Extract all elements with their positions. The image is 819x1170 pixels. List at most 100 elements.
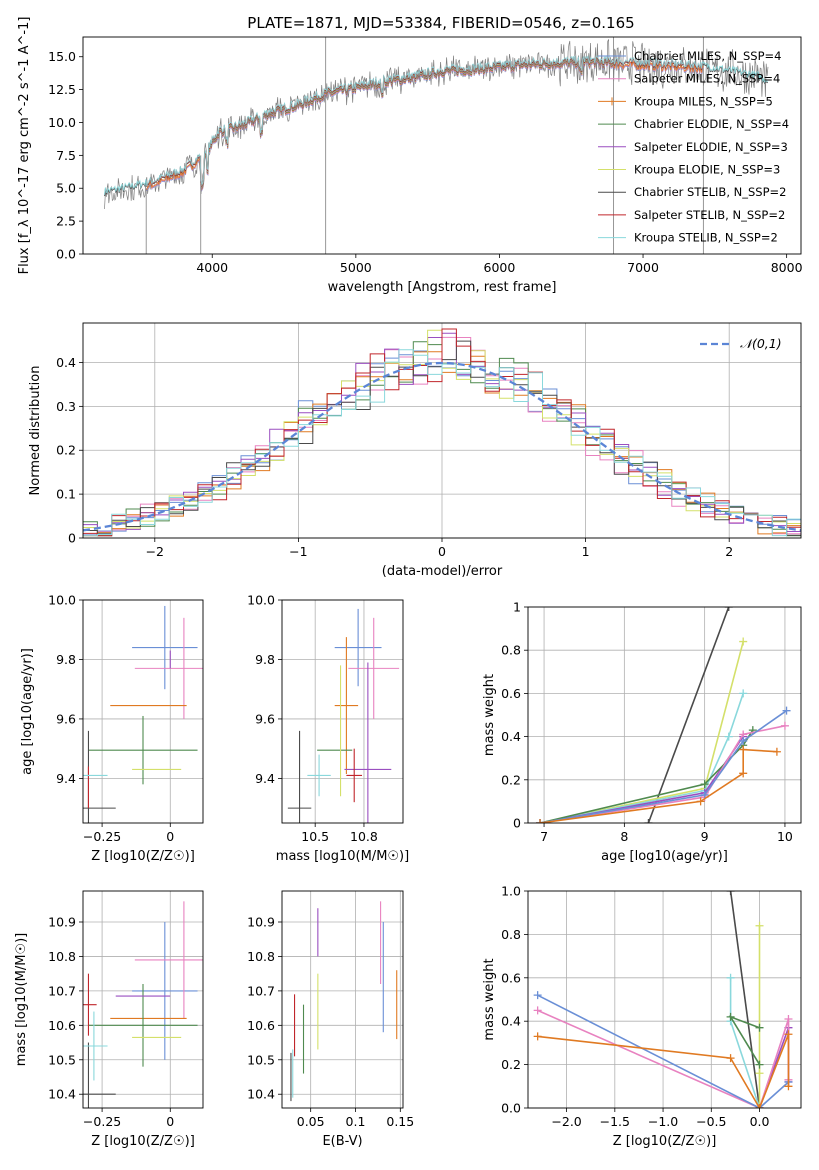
histogram-KroupaSTELIB — [83, 349, 801, 538]
plus-marker — [696, 797, 705, 806]
y-tick-label: 9.6 — [255, 711, 275, 726]
plot-area — [104, 37, 769, 254]
legend-label: Kroupa STELIB, N_SSP=2 — [634, 231, 778, 245]
y-tick-label: 0.3 — [56, 399, 76, 414]
plots-layer: 4000 5000 6000 7000 80000.02.55.07.510.012.5… — [14, 17, 803, 1149]
axes-mass_vs_EBV: 0.05 0.1 0.15 10.4 10.5 10.6 10.7 10.8 10.9 E(B-V… — [247, 890, 414, 1149]
errorbar-KroupaSTELIB — [307, 754, 331, 797]
axes-weight_vs_age: 7 8 9 10 0 0.2 0.4 0.6 0.8 1 age [log10(age/yr)] ma… — [482, 600, 802, 864]
x-tick-label: 0 — [166, 829, 174, 844]
x-axis-label: Z [log10(Z/Z☉)] — [613, 1134, 717, 1149]
plus-marker — [755, 1023, 764, 1032]
y-tick-label: 15.0 — [48, 49, 76, 64]
y-tick-label: 7.5 — [56, 148, 76, 163]
y-tick-label: 10.8 — [247, 949, 275, 964]
x-tick-label: −2 — [146, 544, 164, 559]
legend-label: Salpeter ELODIE, N_SSP=3 — [634, 140, 788, 154]
model-line-KroupaSTELIB — [104, 54, 769, 195]
legend-label: Chabrier STELIB, N_SSP=2 — [634, 185, 786, 199]
plot-area — [536, 607, 791, 823]
y-tick-label: 9.6 — [56, 711, 76, 726]
axes-spectrum: 4000 5000 6000 7000 8000 0.0 2.5 5.0 7.5 10.0 12.5… — [17, 17, 803, 295]
x-tick-label: 8000 — [771, 260, 803, 275]
y-tick-label: 10.4 — [247, 1087, 275, 1102]
y-tick-label: 2.5 — [56, 214, 76, 229]
x-tick-label: 0.15 — [386, 1114, 414, 1129]
axes-weight_vs_Z: −2.0 −1.5 −1.0 −0.5 0.0 0.0 0.2 0.4 0.6 0.8 1.0 Z [… — [482, 884, 802, 1149]
series-ChabrierELODIE — [726, 1012, 764, 1069]
plus-marker — [780, 721, 789, 730]
legend-label: Kroupa ELODIE, N_SSP=3 — [634, 163, 780, 177]
histogram-SalpeterSTELIB — [83, 328, 801, 538]
axes-frame — [527, 606, 802, 824]
x-tick-label: 0.05 — [297, 1114, 325, 1129]
plus-marker — [772, 747, 781, 756]
series-line — [539, 693, 744, 823]
y-axis-label: mass weight — [482, 674, 497, 756]
y-axis-label: Flux [f_λ 10^-17 erg cm^-2 s^-1 A^-1] — [17, 17, 32, 275]
plus-marker — [782, 706, 791, 715]
plot-area — [83, 328, 801, 538]
x-tick-label: 0 — [166, 1114, 174, 1129]
y-tick-label: 0.2 — [501, 1057, 521, 1072]
y-axis-label: age [log10(age/yr)] — [20, 648, 35, 775]
plus-marker — [739, 745, 748, 754]
x-tick-label: 2 — [725, 544, 733, 559]
series-KroupaMILES — [536, 745, 781, 823]
y-tick-label: 10.5 — [48, 1052, 76, 1067]
y-tick-label: 10.8 — [48, 949, 76, 964]
x-tick-label: 7 — [540, 829, 548, 844]
errorbar-ChabrierSTELIB — [83, 1042, 116, 1108]
plus-marker — [739, 689, 748, 698]
x-tick-label: −1.5 — [600, 1114, 630, 1129]
series-line — [539, 710, 787, 823]
y-tick-label: 0.6 — [501, 686, 521, 701]
y-tick-label: 0.1 — [56, 487, 76, 502]
errorbar-SalpeterSTELIB — [346, 748, 363, 803]
plus-marker — [755, 921, 764, 930]
errorbar-KroupaMILES — [334, 637, 359, 774]
plus-marker — [724, 732, 733, 741]
plot-area — [287, 608, 400, 823]
plot-area — [83, 605, 203, 823]
y-tick-label: 12.5 — [48, 82, 76, 97]
plus-marker — [533, 1006, 542, 1015]
y-tick-label: 10.0 — [48, 593, 76, 608]
axes-frame — [281, 890, 404, 1109]
y-tick-label: 10.9 — [48, 915, 76, 930]
x-axis-label: E(B-V) — [322, 1134, 362, 1149]
errorbar-SalpeterSTELIB — [83, 973, 97, 1036]
y-tick-label: 0.4 — [501, 1014, 521, 1029]
x-tick-label: 10 — [777, 829, 793, 844]
y-tick-label: 9.4 — [255, 771, 275, 786]
axes-mass_vs_Z: −0.25 0 10.4 10.5 10.6 10.7 10.8 10.9 Z [log10(Z… — [14, 890, 204, 1149]
axes-frame — [82, 36, 802, 255]
plus-marker — [784, 1030, 793, 1039]
legend: 𝒩(0,1) — [700, 336, 782, 351]
plus-marker — [784, 1015, 793, 1024]
plot-area — [83, 901, 203, 1108]
x-tick-label: 0 — [438, 544, 446, 559]
errorbar-SalpeterELODIE — [344, 662, 392, 823]
y-tick-label: 10.7 — [247, 983, 275, 998]
axes-age_vs_Z: −0.25 0 9.4 9.6 9.8 10.0 Z [log10(Z/Z☉)] age [l… — [20, 593, 204, 864]
legend: Chabrier MILES, N_SSP=4 Salpeter MILES, N… — [598, 49, 789, 245]
y-tick-label: 10.9 — [247, 915, 275, 930]
plus-marker — [726, 973, 735, 982]
x-tick-label: −1 — [289, 544, 307, 559]
plus-marker — [739, 736, 748, 745]
errorbar-ChabrierMILES — [132, 605, 198, 690]
legend-label: Salpeter MILES, N_SSP=4 — [634, 72, 780, 86]
figure-title: PLATE=1871, MJD=53384, FIBERID=0546, z=0… — [247, 14, 634, 32]
y-axis-label: mass [log10(M/M☉)] — [14, 933, 29, 1066]
series-line — [537, 1033, 790, 1108]
y-tick-label: 10.6 — [247, 1018, 275, 1033]
errorbar-ChabrierELODIE — [88, 984, 198, 1067]
y-tick-label: 10.4 — [48, 1087, 76, 1102]
y-tick-label: 0.0 — [501, 1101, 521, 1116]
y-tick-label: 0.4 — [501, 729, 521, 744]
y-axis-label: Normed distribution — [28, 366, 43, 496]
errorbar-SalpeterMILES — [134, 901, 203, 1019]
x-tick-label: −0.5 — [696, 1114, 726, 1129]
